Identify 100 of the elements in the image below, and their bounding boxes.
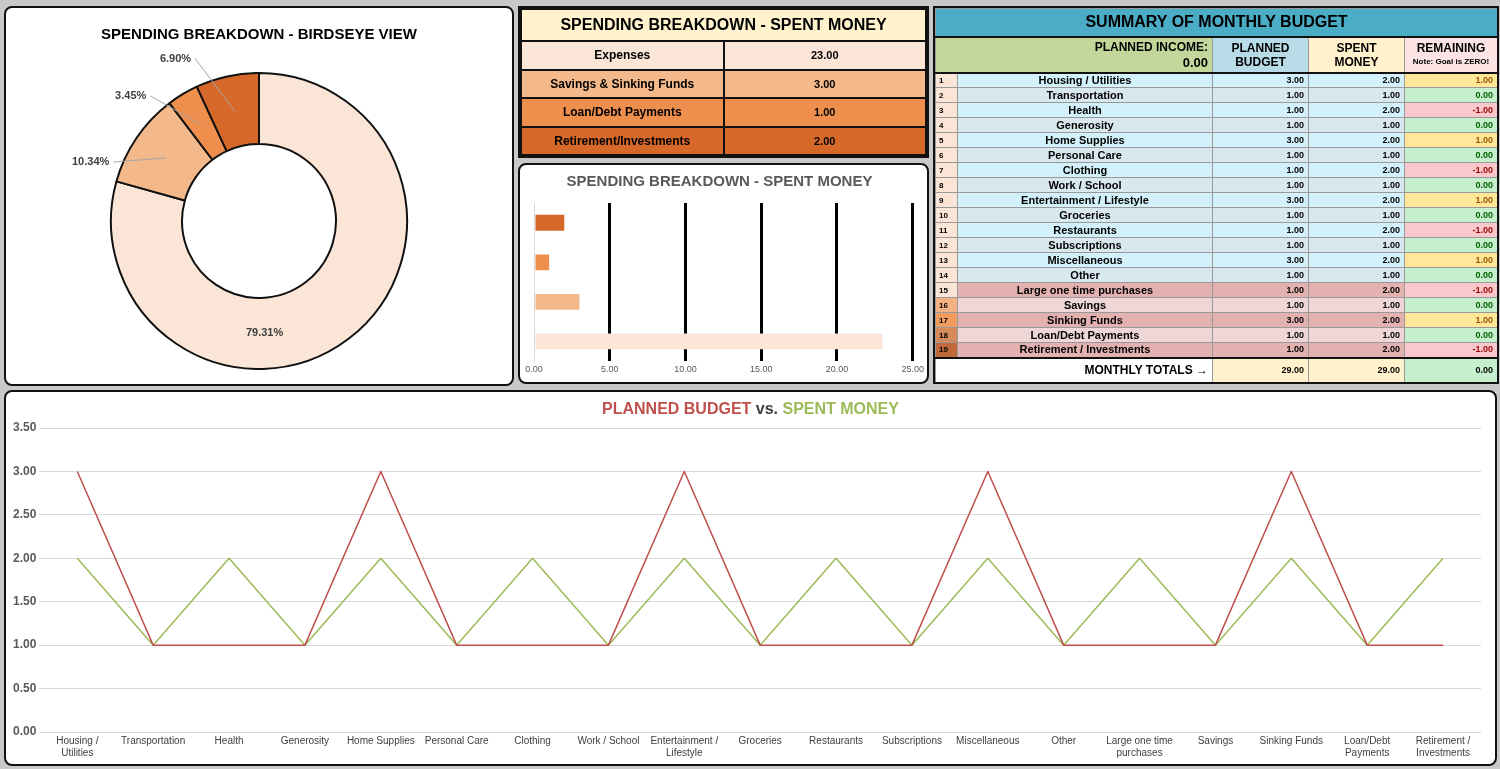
x-tick-label: Personal Care xyxy=(424,734,490,746)
x-tick-label: Entertainment / Lifestyle xyxy=(650,734,719,758)
x-tick-label: Subscriptions xyxy=(881,734,942,746)
y-tick-label: Work / School xyxy=(957,177,1213,193)
y-tick-label: Miscellaneous xyxy=(957,252,1213,268)
data-label: 1.00 xyxy=(1308,117,1405,133)
bar xyxy=(535,254,550,271)
y-tick-label: 3.50 xyxy=(13,420,37,435)
x-tick-label: Transportation xyxy=(121,734,186,746)
data-label: 10.34% xyxy=(71,155,110,168)
x-tick-label: Savings xyxy=(1197,734,1234,746)
y2-tick-label: 16 xyxy=(935,297,958,313)
data-label: -1.00 xyxy=(1404,102,1498,118)
x-tick-label: Home Supplies xyxy=(346,734,415,746)
bar xyxy=(535,293,580,310)
data-label: 1.00 xyxy=(1212,237,1309,253)
y2-tick-label: 2 xyxy=(935,87,958,103)
x-tick-label: Loan/Debt Payments xyxy=(1344,734,1391,758)
x-tick-label: 5.00 xyxy=(600,364,619,375)
data-label: 3.00 xyxy=(1212,252,1309,268)
x-tick-label: Restaurants xyxy=(809,734,864,746)
data-label: 1.00 xyxy=(1212,117,1309,133)
y2-tick-label: 17 xyxy=(935,312,958,328)
y-tick-label: 2.50 xyxy=(13,507,37,522)
x-tick-label: REMAINING xyxy=(1415,40,1487,55)
y2-tick-label: 19 xyxy=(935,342,958,358)
y-tick-label: Savings xyxy=(957,297,1213,313)
y-tick-label: Generosity xyxy=(957,117,1213,133)
data-label: 6.90% xyxy=(159,51,192,64)
data-label: -1.00 xyxy=(1404,282,1498,298)
category-label: Loan/Debt Payments xyxy=(521,98,724,127)
y2-tick-label: 7 xyxy=(935,162,958,178)
data-label: 0.00 xyxy=(1404,237,1498,253)
text: 3.00 xyxy=(814,77,836,90)
x-tick-label: 25.00 xyxy=(901,364,924,375)
data-label: 1.00 xyxy=(1308,327,1405,343)
data-label: 1.00 xyxy=(1308,147,1405,163)
data-label: 0.00 xyxy=(1404,177,1498,193)
text: SPENT MONEY xyxy=(782,400,900,418)
data-label: 0.00 xyxy=(1404,297,1498,313)
text: 2.00 xyxy=(814,134,836,147)
data-label: 1.00 xyxy=(1212,297,1309,313)
data-label: 1.00 xyxy=(1308,177,1405,193)
x-tick-label: 20.00 xyxy=(825,364,849,375)
y-tick-label: Entertainment / Lifestyle xyxy=(957,192,1213,208)
bar xyxy=(535,214,565,231)
data-label: 1.00 xyxy=(1212,87,1309,103)
text: 23.00 xyxy=(810,49,839,62)
data-label: 2.00 xyxy=(1308,342,1405,358)
x-tick-label: Large one time purchases xyxy=(1106,734,1174,758)
x-tick-label: SPENT MONEY xyxy=(1333,40,1380,69)
text: PLANNED INCOME: xyxy=(1093,39,1208,55)
y2-tick-label: 3 xyxy=(935,102,958,118)
data-label: 1.00 xyxy=(1212,147,1309,163)
bar xyxy=(535,333,883,350)
y-tick-label: Groceries xyxy=(957,207,1213,223)
data-label: -1.00 xyxy=(1404,222,1498,238)
y-tick-label: Subscriptions xyxy=(957,237,1213,253)
y-tick-label: Other xyxy=(957,267,1213,283)
y-tick-label: Clothing xyxy=(957,162,1213,178)
data-label: -1.00 xyxy=(1404,342,1498,358)
data-label: -1.00 xyxy=(1404,162,1498,178)
data-label: 1.00 xyxy=(1404,312,1498,328)
data-label: 2.00 xyxy=(1308,132,1405,148)
data-label: 0.00 xyxy=(1404,147,1498,163)
data-label: 3.00 xyxy=(1212,132,1309,148)
data-label: 1.00 xyxy=(1212,327,1309,343)
category-label: Retirement/Investments xyxy=(521,126,724,155)
chart-title: vs. xyxy=(751,400,783,418)
data-label: 3.00 xyxy=(1212,312,1309,328)
data-label: 1.00 xyxy=(1308,267,1405,283)
data-label: 2.00 xyxy=(1308,72,1405,88)
y-tick-label: Sinking Funds xyxy=(957,312,1213,328)
data-label: 1.00 xyxy=(1212,177,1309,193)
x-tick-label: Sinking Funds xyxy=(1259,734,1323,746)
y-tick-label: 3.00 xyxy=(13,463,37,478)
y2-tick-label: 18 xyxy=(935,327,958,343)
x-tick-label: 10.00 xyxy=(674,364,697,375)
y2-tick-label: 9 xyxy=(935,192,958,208)
data-label: 2.00 xyxy=(1308,252,1405,268)
data-label: 2.00 xyxy=(1308,192,1405,208)
data-label: 3.00 xyxy=(1212,192,1309,208)
y2-tick-label: 4 xyxy=(935,117,958,133)
data-label: 2.00 xyxy=(1308,162,1405,178)
data-label: 1.00 xyxy=(1404,252,1498,268)
x-tick-label: PLANNED BUDGET xyxy=(1230,40,1291,69)
data-label: 1.00 xyxy=(1308,237,1405,253)
y2-tick-label: 10 xyxy=(935,207,958,223)
data-label: 3.45% xyxy=(115,88,147,101)
data-label: 1.00 xyxy=(1308,207,1405,223)
text: PLANNED BUDGET xyxy=(602,400,752,418)
data-label: 2.00 xyxy=(1308,312,1405,328)
y2-tick-label: 6 xyxy=(935,147,958,163)
y2-tick-label: 5 xyxy=(935,132,958,148)
y2-tick-label: 13 xyxy=(935,252,958,268)
x-tick-label: Health xyxy=(214,734,244,746)
text: 29.00 xyxy=(1377,365,1400,376)
text: SPENDING BREAKDOWN - SPENT MONEY xyxy=(521,9,926,41)
data-label: 0.00 xyxy=(1404,117,1498,133)
data-label: 3.00 xyxy=(1212,72,1309,88)
